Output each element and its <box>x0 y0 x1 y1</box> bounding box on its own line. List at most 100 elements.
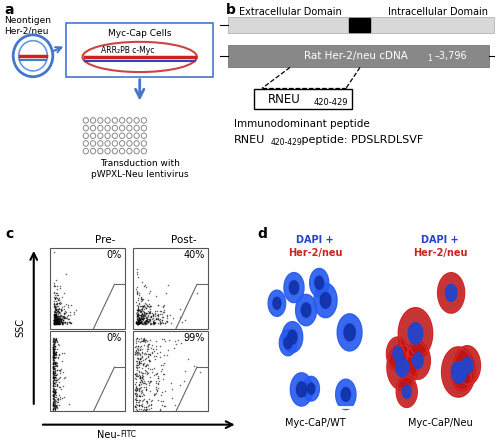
Point <box>132 389 140 396</box>
Point <box>140 318 148 325</box>
Point <box>54 314 62 321</box>
Point <box>132 385 140 392</box>
Point <box>58 317 66 325</box>
Point <box>164 282 172 289</box>
Point <box>142 313 150 320</box>
Point <box>56 316 64 323</box>
Point <box>56 317 64 325</box>
Point <box>50 397 58 405</box>
Point <box>144 353 152 360</box>
Point <box>48 371 56 378</box>
Point <box>50 404 58 411</box>
Point <box>144 348 152 355</box>
Point <box>52 399 60 406</box>
Point <box>54 314 62 321</box>
Point <box>58 320 66 328</box>
Point <box>134 309 142 316</box>
Point <box>135 381 143 388</box>
Point <box>132 406 140 413</box>
Point <box>52 393 60 400</box>
Point <box>134 364 141 371</box>
Point <box>142 355 150 362</box>
Point <box>54 311 62 318</box>
Point <box>52 320 60 327</box>
Point <box>138 310 145 317</box>
Point <box>50 311 58 318</box>
Point <box>50 299 58 307</box>
Point <box>54 320 62 327</box>
Point <box>50 359 58 366</box>
Point <box>51 360 59 367</box>
Point <box>50 312 58 319</box>
Point <box>136 375 144 382</box>
Point <box>66 309 74 316</box>
Point <box>58 320 66 327</box>
Point <box>140 309 148 316</box>
Point <box>190 363 198 370</box>
Point <box>52 297 60 304</box>
Point <box>133 365 141 372</box>
Polygon shape <box>452 361 471 391</box>
Text: 99%: 99% <box>183 333 204 343</box>
Point <box>49 374 57 381</box>
Point <box>65 401 73 408</box>
Point <box>52 310 60 317</box>
Point <box>51 320 59 328</box>
Point <box>144 302 152 309</box>
Point <box>140 320 148 328</box>
Point <box>55 295 63 302</box>
Point <box>154 380 162 387</box>
Point <box>53 366 61 373</box>
Point <box>53 316 61 323</box>
Point <box>193 290 201 297</box>
Point <box>50 344 58 351</box>
Polygon shape <box>290 281 298 295</box>
Point <box>145 317 153 324</box>
Point <box>161 402 169 409</box>
Point <box>142 320 150 327</box>
Point <box>144 308 152 315</box>
Point <box>50 288 58 295</box>
Bar <box>132 248 208 329</box>
Point <box>135 316 143 323</box>
Point <box>138 354 145 362</box>
Point <box>50 398 58 405</box>
Text: peptide: PDSLRDLSVF: peptide: PDSLRDLSVF <box>298 135 424 145</box>
Point <box>58 319 66 326</box>
Point <box>142 318 150 325</box>
Point <box>136 374 143 381</box>
Point <box>145 356 153 363</box>
Point <box>60 313 68 320</box>
Point <box>48 396 56 403</box>
Point <box>148 316 156 323</box>
Point <box>50 342 58 350</box>
Point <box>56 305 64 312</box>
Point <box>60 312 68 320</box>
Point <box>52 314 60 321</box>
Point <box>138 312 145 319</box>
Circle shape <box>20 42 46 70</box>
Point <box>139 336 147 343</box>
Point <box>50 316 58 324</box>
Point <box>152 386 160 393</box>
Point <box>133 269 141 276</box>
Point <box>136 363 143 371</box>
Point <box>70 310 78 317</box>
Point <box>48 344 56 351</box>
Point <box>50 343 58 350</box>
Point <box>50 283 58 290</box>
Point <box>50 350 58 358</box>
Point <box>142 305 150 312</box>
Point <box>134 297 142 304</box>
Polygon shape <box>302 303 311 317</box>
Point <box>139 380 147 387</box>
Point <box>132 320 140 327</box>
Point <box>144 315 152 322</box>
Point <box>138 402 146 409</box>
Point <box>136 376 144 384</box>
Point <box>147 401 155 409</box>
Point <box>50 351 58 358</box>
Point <box>138 318 145 325</box>
Point <box>142 284 150 291</box>
Point <box>152 316 160 323</box>
